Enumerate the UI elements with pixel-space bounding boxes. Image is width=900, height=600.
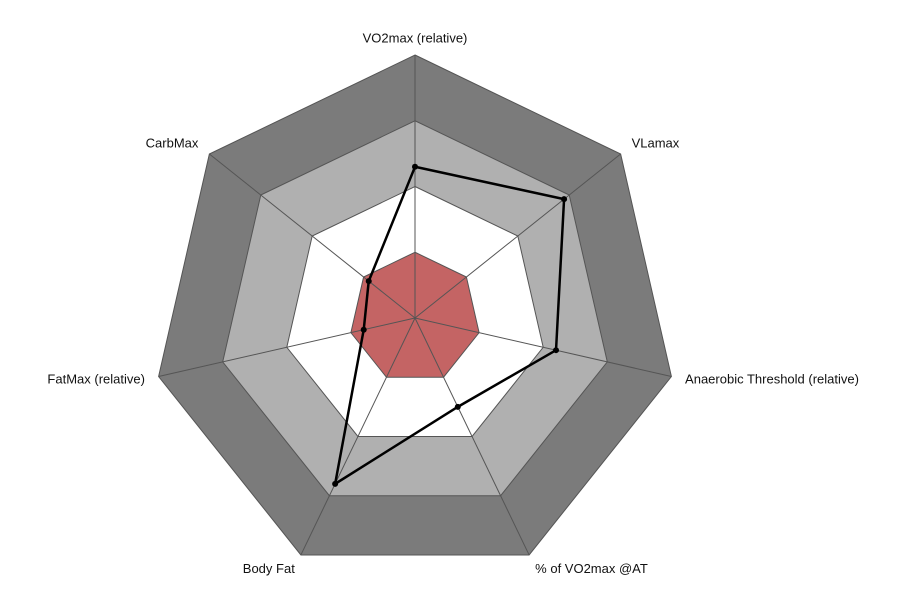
data-point: [332, 480, 339, 487]
axis-label: FatMax (relative): [47, 372, 145, 387]
data-point: [553, 347, 560, 354]
spoke: [300, 317, 416, 556]
spoke: [414, 153, 621, 319]
data-point: [561, 196, 568, 203]
spoke: [209, 153, 416, 319]
axis-label: VLamax: [632, 135, 680, 150]
spoke: [158, 317, 416, 378]
data-point: [365, 278, 372, 285]
spoke: [414, 317, 672, 378]
axis-label: VO2max (relative): [363, 30, 468, 45]
data-point: [454, 403, 461, 410]
axis-label: CarbMax: [146, 135, 199, 150]
axis-label: Anaerobic Threshold (relative): [685, 372, 859, 387]
axis-label: Body Fat: [243, 561, 295, 576]
axis-label: % of VO2max @AT: [535, 561, 648, 576]
spoke: [414, 317, 530, 556]
data-point: [412, 163, 418, 170]
data-point: [360, 326, 367, 333]
series-line: [333, 165, 566, 487]
